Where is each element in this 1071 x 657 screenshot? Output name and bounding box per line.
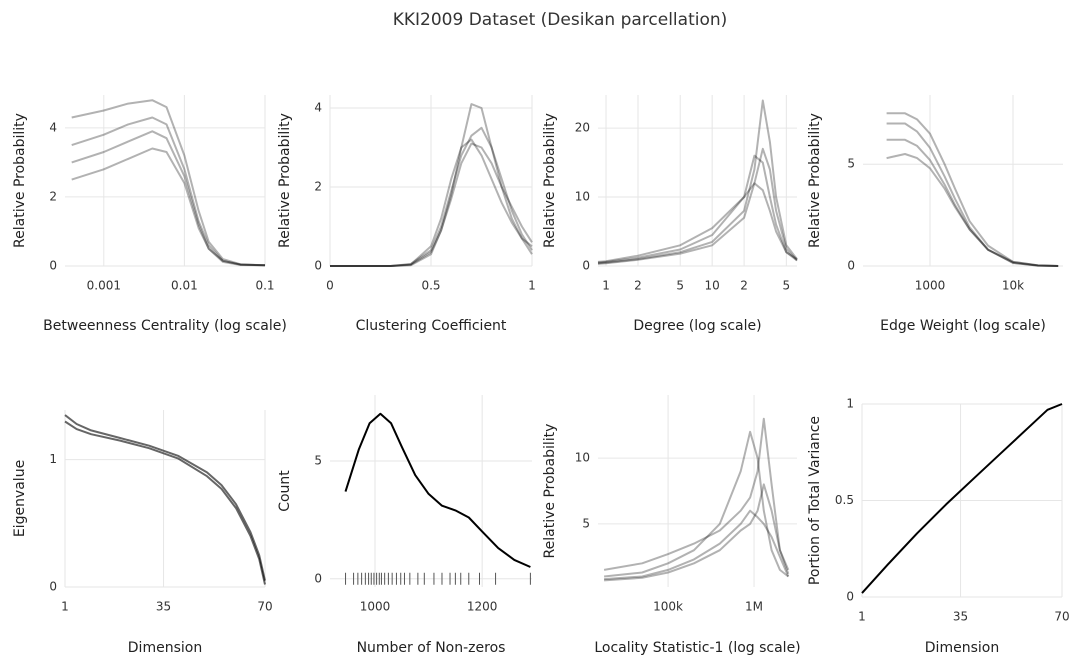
- y-axis-title: Relative Probability: [807, 113, 823, 248]
- y-tick-label: 2: [314, 180, 322, 194]
- y-tick-label: 0: [846, 590, 854, 604]
- y-axis-title: Relative Probability: [542, 424, 558, 559]
- y-tick-label: 0: [49, 259, 57, 273]
- x-tick-label: 0.1: [255, 279, 274, 293]
- line: [604, 483, 790, 582]
- x-tick-label: 0.01: [171, 279, 198, 293]
- y-tick-label: 0.5: [835, 493, 854, 507]
- y-axis-title: Eigenvalue: [12, 460, 28, 537]
- y-tick-label: 1: [49, 452, 57, 466]
- y-tick-label: 5: [314, 453, 322, 467]
- y-axis-title: Portion of Total Variance: [807, 416, 823, 585]
- x-tick-label: 35: [156, 600, 171, 614]
- x-axis-title: Betweenness Centrality (log scale): [43, 318, 287, 334]
- x-tick-label: 1: [528, 279, 536, 293]
- x-axis-title: Number of Non-zeros: [357, 640, 506, 656]
- line: [597, 182, 798, 263]
- y-axis-title: Relative Probability: [542, 113, 558, 248]
- x-tick-label: 0.001: [87, 279, 121, 293]
- y-tick-label: 10: [575, 451, 590, 465]
- x-tick-label: 2: [740, 279, 748, 293]
- y-tick-label: 0: [314, 259, 322, 273]
- line: [64, 414, 266, 581]
- line: [603, 417, 790, 571]
- line: [886, 122, 1059, 267]
- x-tick-label: 10k: [1002, 279, 1024, 293]
- line: [330, 142, 533, 267]
- x-tick-label: 1: [602, 279, 610, 293]
- x-tick-label: 1: [61, 600, 69, 614]
- line: [604, 509, 790, 581]
- x-tick-label: 10: [705, 279, 720, 293]
- line: [886, 112, 1059, 267]
- x-tick-label: 1000: [360, 600, 391, 614]
- x-tick-label: 5: [676, 279, 684, 293]
- x-tick-label: 35: [953, 610, 968, 624]
- y-tick-label: 5: [847, 157, 855, 171]
- x-tick-label: 5: [783, 279, 791, 293]
- figure-title: KKI2009 Dataset (Desikan parcellation): [393, 10, 728, 30]
- line: [597, 154, 798, 264]
- line: [330, 138, 533, 267]
- y-tick-label: 0: [847, 259, 855, 273]
- line: [71, 147, 266, 267]
- x-axis-title: Degree (log scale): [633, 318, 761, 334]
- y-tick-label: 20: [575, 121, 590, 135]
- x-axis-title: Clustering Coefficient: [356, 318, 507, 334]
- line: [71, 130, 266, 267]
- x-tick-label: 1200: [467, 600, 498, 614]
- x-axis-title: Locality Statistic-1 (log scale): [594, 640, 800, 656]
- line: [886, 138, 1059, 267]
- x-axis-title: Dimension: [128, 640, 202, 656]
- x-tick-label: 100k: [653, 600, 683, 614]
- y-tick-label: 2: [49, 189, 57, 203]
- y-axis-title: Count: [277, 470, 293, 512]
- y-axis-title: Relative Probability: [277, 113, 293, 248]
- x-tick-label: 1: [858, 610, 866, 624]
- line: [603, 430, 789, 578]
- x-tick-label: 2: [634, 279, 642, 293]
- x-tick-label: 1000: [915, 279, 946, 293]
- y-tick-label: 5: [582, 516, 590, 530]
- y-tick-label: 10: [575, 190, 590, 204]
- x-tick-label: 70: [257, 600, 272, 614]
- line: [71, 116, 266, 267]
- line: [71, 99, 266, 267]
- line: [886, 153, 1059, 267]
- y-tick-label: 1: [846, 397, 854, 411]
- y-tick-label: 4: [49, 120, 57, 134]
- line: [330, 103, 533, 267]
- y-tick-label: 4: [314, 101, 322, 115]
- x-axis-title: Dimension: [925, 640, 999, 656]
- y-tick-label: 0: [314, 571, 322, 585]
- line: [64, 420, 266, 585]
- line: [330, 126, 533, 267]
- y-tick-label: 0: [49, 580, 57, 594]
- line: [597, 147, 798, 265]
- x-axis-title: Edge Weight (log scale): [880, 318, 1046, 334]
- y-tick-label: 0: [582, 259, 590, 273]
- x-tick-label: 1M: [745, 600, 763, 614]
- x-tick-label: 0.5: [421, 279, 440, 293]
- x-tick-label: 0: [326, 279, 334, 293]
- x-tick-label: 70: [1054, 610, 1069, 624]
- y-axis-title: Relative Probability: [12, 113, 28, 248]
- line: [861, 403, 1063, 594]
- line: [597, 99, 798, 265]
- line: [344, 412, 531, 568]
